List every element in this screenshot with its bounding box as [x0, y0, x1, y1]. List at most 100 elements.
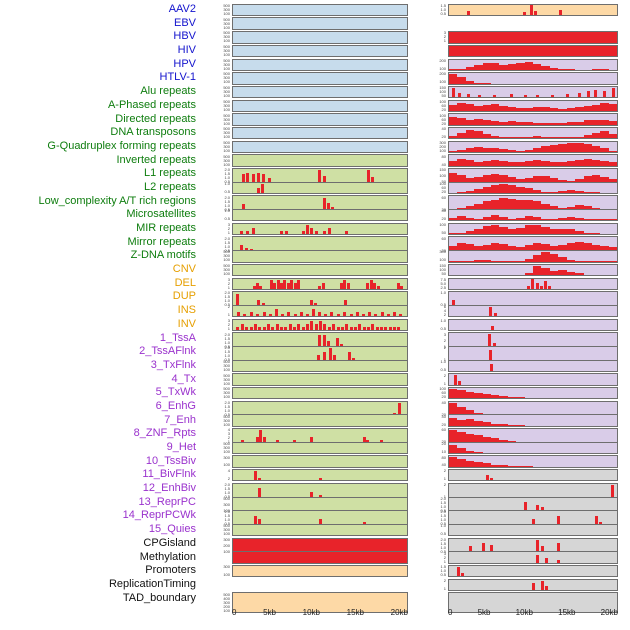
y-tick: 200 — [439, 143, 446, 149]
y-axis-right: 300 100 — [420, 249, 448, 263]
area-bin — [591, 218, 601, 221]
y-tick: 1.5 — [224, 239, 230, 245]
x-tick: 0 — [232, 608, 237, 618]
data-bar — [594, 89, 598, 98]
column-gap — [408, 373, 420, 387]
y-tick: 1.0 — [440, 544, 446, 550]
area-bin — [524, 188, 534, 194]
track-label: MIR repeats — [136, 222, 196, 234]
data-bar — [396, 282, 400, 289]
area-bin — [482, 119, 492, 125]
y-tick: 300 — [223, 501, 230, 507]
y-tick: 1 — [227, 284, 230, 290]
data-bar — [284, 326, 288, 330]
track-row: ReplicationTiming 2 1 — [0, 578, 630, 592]
data-bar — [286, 311, 290, 317]
y-axis-left: 500 300 100 — [202, 113, 232, 127]
track-label: 15_Quies — [148, 523, 196, 536]
area-bin — [575, 231, 584, 235]
y-tick: 0.5 — [224, 411, 230, 417]
y-tick: 300 — [439, 249, 446, 255]
data-bar — [349, 313, 353, 317]
area-bin — [516, 246, 525, 252]
y-tick: 2.0 — [224, 331, 230, 337]
track-label: 8_ZNF_Rpts — [133, 427, 196, 440]
column-gap — [408, 523, 420, 537]
area-bin — [474, 106, 483, 111]
y-tick: 100 — [439, 386, 446, 392]
y-axis-right — [420, 17, 448, 31]
area-bin — [575, 260, 584, 262]
y-axis-right: 2.0 1.5 1.0 0.5 — [420, 509, 448, 527]
track-panel-left — [232, 113, 408, 126]
y-tick: 300 — [223, 527, 230, 533]
data-bar — [559, 10, 563, 16]
data-bar — [532, 582, 536, 590]
track-panel-right — [448, 318, 618, 332]
area-bin — [499, 395, 508, 399]
y-axis-left: 2.0 1.5 1.0 0.5 — [202, 290, 232, 308]
track-label: 7_Enh — [164, 413, 196, 426]
data-bar — [239, 231, 243, 235]
area-bin — [608, 246, 617, 252]
y-axis-left: 2.0 1.5 1.0 0.5 — [202, 400, 232, 418]
y-tick: 20 — [441, 247, 446, 253]
y-tick: 100 — [223, 462, 230, 468]
data-bar — [557, 515, 561, 526]
y-axis-left: 500 300 100 — [202, 441, 232, 455]
y-tick: 40 — [441, 413, 446, 419]
data-bar — [245, 326, 249, 330]
area-bin — [583, 159, 592, 166]
area-bin — [541, 175, 550, 184]
y-tick: 60 — [441, 116, 446, 122]
y-tick: 3 — [227, 222, 230, 227]
data-bar — [467, 11, 471, 16]
y-tick: 2 — [227, 304, 230, 310]
y-tick: 100 — [223, 531, 230, 537]
data-bar — [373, 313, 377, 317]
y-axis-left: 500 300 100 — [202, 414, 232, 428]
area-bin — [575, 160, 584, 166]
data-bar — [485, 474, 489, 481]
area-bin — [491, 199, 500, 211]
y-axis-left: 1.0 0.5 — [202, 181, 232, 195]
area-bin — [465, 104, 475, 111]
data-bar — [310, 320, 314, 330]
track-label: Directed repeats — [115, 112, 196, 125]
data-bar — [258, 519, 262, 526]
y-tick: 80 — [441, 454, 446, 460]
y-tick: 300 — [223, 157, 230, 163]
y-tick: 1 — [443, 494, 446, 500]
y-tick: 80 — [441, 153, 446, 159]
y-tick: 2.0 — [224, 345, 230, 351]
y-axis-left: 2.0 1.5 1.0 0.5 — [202, 236, 232, 254]
area-bin — [549, 253, 559, 262]
area-bin — [491, 104, 500, 111]
data-bar — [557, 559, 561, 563]
y-tick: 20 — [441, 421, 446, 427]
y-tick: 30 — [441, 206, 446, 212]
area-bin — [524, 149, 534, 153]
y-tick: 200 — [223, 542, 230, 548]
area-bin — [608, 104, 617, 111]
area-bin — [465, 119, 475, 125]
data-bar — [399, 313, 403, 317]
data-bar — [345, 231, 349, 235]
track-panel-right — [448, 551, 618, 564]
data-bar — [536, 539, 540, 553]
area-bin — [491, 120, 500, 125]
area-bin — [491, 159, 500, 166]
area-bin — [465, 260, 475, 262]
data-bar — [611, 485, 615, 499]
area-bin — [491, 63, 500, 70]
y-tick: 300 — [223, 102, 230, 108]
track-row: Microsatellites 1.0 0.5 40 20 — [0, 208, 630, 222]
y-tick: 20 — [441, 134, 446, 140]
y-axis-right: 150 100 50 — [420, 263, 448, 277]
genome-tracks-figure: AAV2 500 300 100 1.5 1.0 0.5 EBV 500 300 100 HBV 500… — [0, 3, 630, 618]
data-bar — [533, 11, 537, 16]
area-bin — [558, 270, 567, 276]
area-bin — [465, 191, 475, 194]
